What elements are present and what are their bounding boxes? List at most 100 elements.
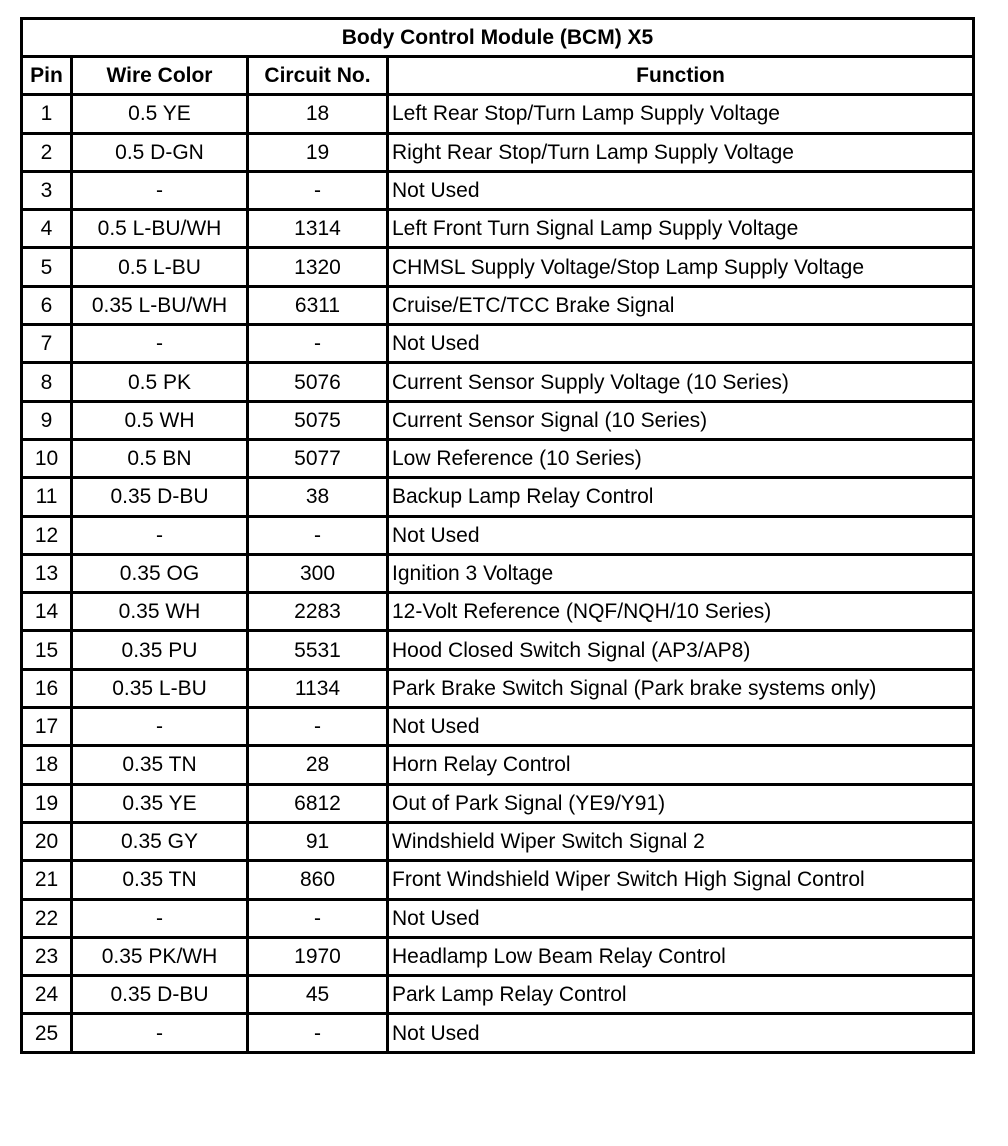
wire-color-cell: 0.35 D-BU <box>70 476 249 518</box>
function-cell: Low Reference (10 Series) <box>386 437 975 480</box>
circuit-no-cell: 1970 <box>246 935 389 978</box>
pin-cell: 17 <box>20 706 73 748</box>
wire-color-cell: 0.5 WH <box>70 399 249 441</box>
wire-color-cell: 0.35 L-BU/WH <box>70 284 249 327</box>
table-row: 2 0.5 D-GN 19 Right Rear Stop/Turn Lamp Sup… <box>20 131 975 173</box>
table-row: 9 0.5 WH 5075 Current Sensor Signal (10 Ser… <box>20 399 975 441</box>
wire-color-cell: - <box>70 514 249 556</box>
wire-color-cell: - <box>70 323 249 365</box>
header-circuit-no: Circuit No. <box>246 54 389 97</box>
table-row: 19 0.35 YE 6812 Out of Park Signal (YE9/Y91… <box>20 782 975 824</box>
function-cell: Not Used <box>386 323 975 365</box>
table-row: 4 0.5 L-BU/WH 1314 Left Front Turn Signal L… <box>20 208 975 250</box>
wire-color-cell: 0.35 WH <box>70 591 249 633</box>
circuit-no-cell: - <box>246 897 389 939</box>
table-title: Body Control Module (BCM) X5 <box>20 17 975 58</box>
function-cell: Cruise/ETC/TCC Brake Signal <box>386 284 975 327</box>
table-row: 7- - Not Used <box>20 323 975 365</box>
function-cell: Not Used <box>386 514 975 556</box>
circuit-no-cell: 1134 <box>246 667 389 710</box>
table-row: 25- - Not Used <box>20 1012 975 1054</box>
function-cell: Park Brake Switch Signal (Park brake sys… <box>386 667 975 710</box>
pin-cell: 6 <box>20 284 73 327</box>
table-row: 17- - Not Used <box>20 706 975 748</box>
pin-cell: 1 <box>20 93 73 135</box>
circuit-no-cell: - <box>246 323 389 365</box>
header-pin: Pin <box>20 54 73 97</box>
function-cell: Park Lamp Relay Control <box>386 974 975 1016</box>
wire-color-cell: 0.5 L-BU <box>70 246 249 288</box>
header-wire-color: Wire Color <box>70 54 249 97</box>
pin-cell: 12 <box>20 514 73 556</box>
wire-color-cell: - <box>70 897 249 939</box>
circuit-no-cell: 28 <box>246 744 389 786</box>
circuit-no-cell: 91 <box>246 820 389 863</box>
table-row: 11 0.35 D-BU 38 Backup Lamp Relay Control <box>20 476 975 518</box>
function-cell: Current Sensor Supply Voltage (10 Series… <box>386 361 975 403</box>
wire-color-cell: 0.35 D-BU <box>70 974 249 1016</box>
function-cell: Not Used <box>386 1012 975 1054</box>
function-cell: 12-Volt Reference (NQF/NQH/10 Series) <box>386 591 975 633</box>
circuit-no-cell: - <box>246 514 389 556</box>
table-row: 8 0.5 PK 5076 Current Sensor Supply Voltage… <box>20 361 975 403</box>
wire-color-cell: 0.35 GY <box>70 820 249 863</box>
pin-cell: 16 <box>20 667 73 710</box>
pin-cell: 3 <box>20 169 73 212</box>
function-cell: Left Front Turn Signal Lamp Supply Volta… <box>386 208 975 250</box>
pin-cell: 8 <box>20 361 73 403</box>
circuit-no-cell: 5531 <box>246 629 389 671</box>
pin-cell: 5 <box>20 246 73 288</box>
circuit-no-cell: 5075 <box>246 399 389 441</box>
pin-cell: 9 <box>20 399 73 441</box>
circuit-no-cell: 2283 <box>246 591 389 633</box>
wire-color-cell: 0.5 BN <box>70 437 249 480</box>
pin-cell: 4 <box>20 208 73 250</box>
pin-cell: 21 <box>20 859 73 901</box>
table-row: 6 0.35 L-BU/WH 6311 Cruise/ETC/TCC Brake Si… <box>20 284 975 327</box>
table-row: 15 0.35 PU 5531 Hood Closed Switch Signal (… <box>20 629 975 671</box>
function-cell: Hood Closed Switch Signal (AP3/AP8) <box>386 629 975 671</box>
pin-cell: 22 <box>20 897 73 939</box>
function-cell: Not Used <box>386 169 975 212</box>
table-row: 16 0.35 L-BU 1134 Park Brake Switch Signal … <box>20 667 975 710</box>
table-row: 1 0.5 YE 18 Left Rear Stop/Turn Lamp Supply… <box>20 93 975 135</box>
wire-color-cell: - <box>70 706 249 748</box>
circuit-no-cell: 6311 <box>246 284 389 327</box>
function-cell: Not Used <box>386 706 975 748</box>
circuit-no-cell: 860 <box>246 859 389 901</box>
table-title-row: Body Control Module (BCM) X5 <box>20 17 975 58</box>
circuit-no-cell: 5076 <box>246 361 389 403</box>
pin-cell: 23 <box>20 935 73 978</box>
wire-color-cell: - <box>70 169 249 212</box>
wire-color-cell: 0.35 L-BU <box>70 667 249 710</box>
circuit-no-cell: - <box>246 1012 389 1054</box>
wire-color-cell: 0.35 OG <box>70 552 249 595</box>
circuit-no-cell: 5077 <box>246 437 389 480</box>
function-cell: Front Windshield Wiper Switch High Signa… <box>386 859 975 901</box>
table-row: 14 0.35 WH 2283 12-Volt Reference (NQF/NQH/… <box>20 591 975 633</box>
pin-cell: 20 <box>20 820 73 863</box>
wire-color-cell: - <box>70 1012 249 1054</box>
table-header-row: Pin Wire Color Circuit No. Function <box>20 54 975 97</box>
wire-color-cell: 0.5 D-GN <box>70 131 249 173</box>
wire-color-cell: 0.35 TN <box>70 744 249 786</box>
pin-cell: 2 <box>20 131 73 173</box>
pin-cell: 19 <box>20 782 73 824</box>
pin-cell: 10 <box>20 437 73 480</box>
pin-cell: 13 <box>20 552 73 595</box>
function-cell: CHMSL Supply Voltage/Stop Lamp Supply Vo… <box>386 246 975 288</box>
circuit-no-cell: 19 <box>246 131 389 173</box>
table-row: 24 0.35 D-BU 45 Park Lamp Relay Control <box>20 974 975 1016</box>
circuit-no-cell: 1320 <box>246 246 389 288</box>
table-row: 22- - Not Used <box>20 897 975 939</box>
function-cell: Not Used <box>386 897 975 939</box>
function-cell: Left Rear Stop/Turn Lamp Supply Voltage <box>386 93 975 135</box>
wire-color-cell: 0.5 L-BU/WH <box>70 208 249 250</box>
circuit-no-cell: 45 <box>246 974 389 1016</box>
table-row: 20 0.35 GY 91 Windshield Wiper Switch Signa… <box>20 820 975 863</box>
function-cell: Current Sensor Signal (10 Series) <box>386 399 975 441</box>
pin-cell: 11 <box>20 476 73 518</box>
table-row: 10 0.5 BN 5077 Low Reference (10 Series) <box>20 437 975 480</box>
table-row: 5 0.5 L-BU 1320 CHMSL Supply Voltage/Stop L… <box>20 246 975 288</box>
pin-cell: 7 <box>20 323 73 365</box>
